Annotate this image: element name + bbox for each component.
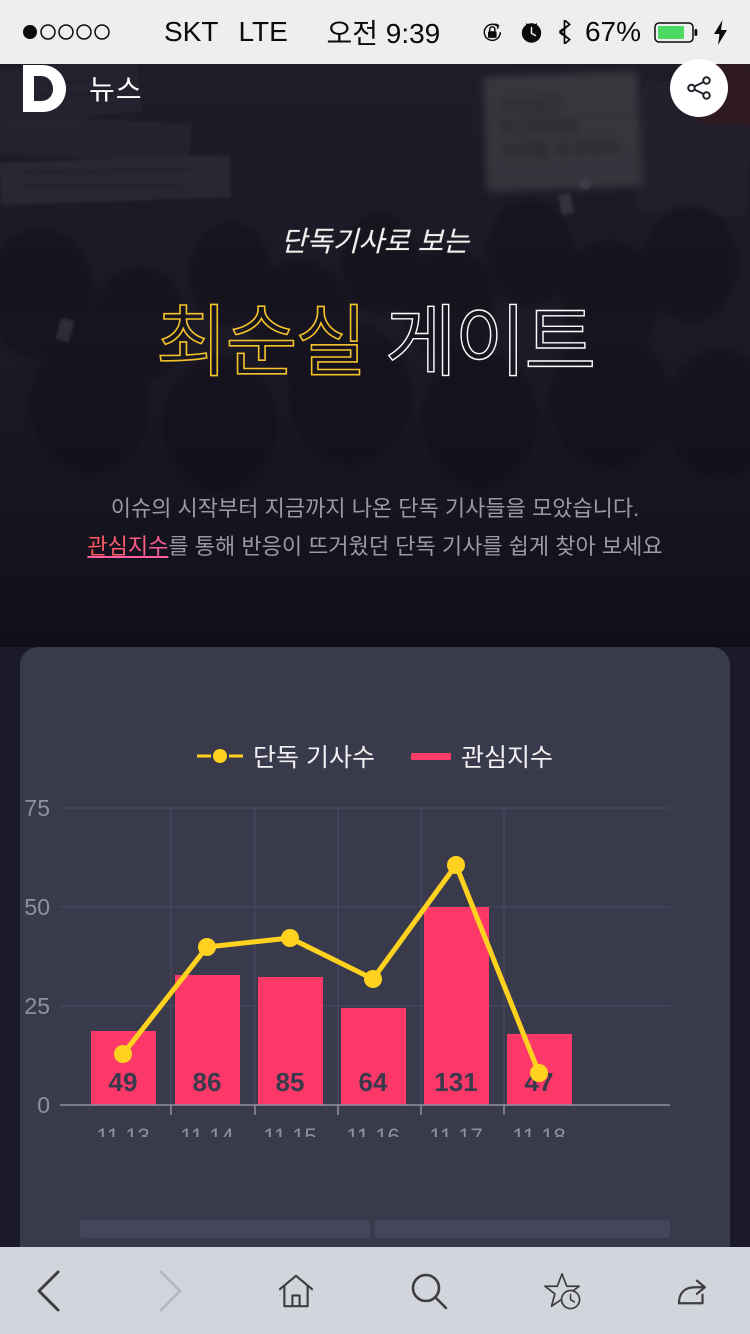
svg-text:86: 86: [193, 1067, 222, 1097]
svg-text:25: 25: [24, 993, 50, 1019]
svg-text:11.16: 11.16: [346, 1124, 399, 1137]
svg-text:64: 64: [359, 1067, 388, 1097]
svg-text:0: 0: [37, 1092, 50, 1118]
svg-text:49: 49: [109, 1067, 138, 1097]
svg-text:85: 85: [276, 1067, 305, 1097]
svg-text:11.15: 11.15: [263, 1124, 316, 1137]
svg-text:131: 131: [434, 1067, 477, 1097]
svg-text:11.13: 11.13: [96, 1124, 149, 1137]
svg-text:11.17: 11.17: [429, 1124, 482, 1137]
svg-text:11.18: 11.18: [512, 1124, 565, 1137]
svg-text:50: 50: [24, 894, 50, 920]
svg-text:75: 75: [24, 795, 50, 821]
svg-text:11.14: 11.14: [180, 1124, 233, 1137]
